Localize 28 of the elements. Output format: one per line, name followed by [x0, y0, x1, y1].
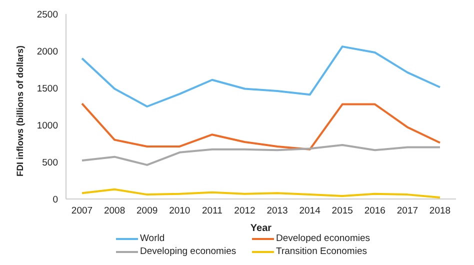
y-tick-label: 2500 — [36, 9, 58, 20]
x-tick-label: 2010 — [169, 206, 190, 217]
legend-label: World — [140, 233, 165, 244]
y-tick-label: 0 — [52, 194, 58, 206]
x-tick-label: 2012 — [234, 206, 256, 217]
x-tick-label: 2008 — [104, 206, 126, 217]
y-tick-label: 500 — [42, 157, 58, 168]
y-tick-label: 1000 — [36, 120, 58, 132]
y-tick-label: 1500 — [36, 83, 58, 94]
x-tick-label: 2011 — [202, 206, 222, 217]
legend-label: Transition Economies — [276, 246, 367, 257]
line-series — [81, 188, 441, 199]
legend-label: Developing economies — [140, 246, 236, 257]
x-tick-label: 2014 — [299, 206, 320, 217]
y-tick-label: 2000 — [36, 46, 58, 58]
x-tick-label: 2013 — [266, 206, 288, 217]
line-series — [81, 102, 441, 150]
x-tick-label: 2009 — [136, 206, 158, 217]
x-axis-title: Year — [250, 223, 272, 234]
x-tick-label: 2018 — [429, 206, 451, 217]
x-tick-label: 2017 — [396, 206, 418, 217]
y-axis-title: FDI inflows (billions of dollars) — [15, 46, 26, 176]
line-series — [81, 144, 441, 166]
x-tick-label: 2015 — [332, 206, 353, 217]
line-series — [81, 46, 441, 108]
x-tick-label: 2007 — [71, 206, 93, 217]
legend-label: Developed economies — [276, 233, 370, 244]
x-tick-label: 2016 — [364, 206, 386, 217]
